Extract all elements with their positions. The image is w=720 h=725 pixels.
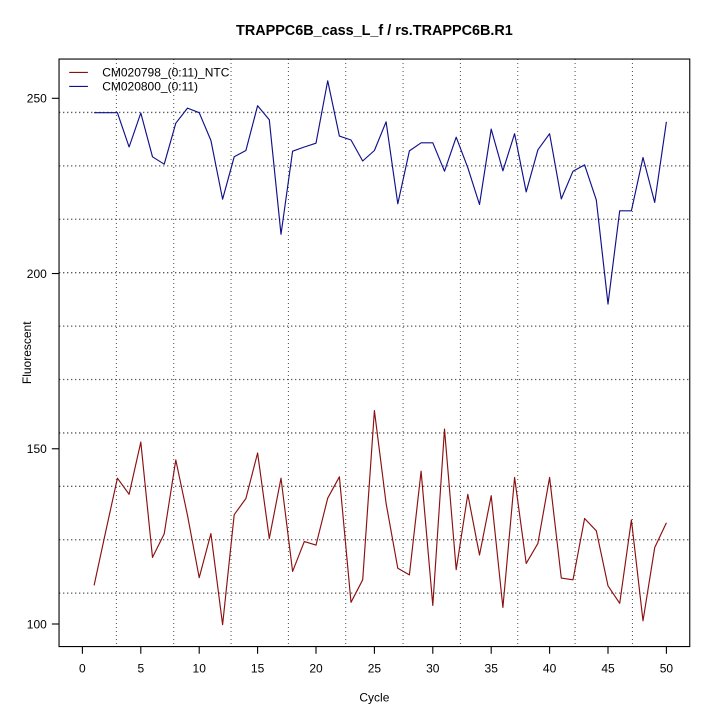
svg-text:10: 10 xyxy=(193,661,207,675)
svg-text:TRAPPC6B_cass_L_f / rs.TRAPPC6: TRAPPC6B_cass_L_f / rs.TRAPPC6B.R1 xyxy=(236,23,513,39)
svg-text:5: 5 xyxy=(137,661,144,675)
svg-text:15: 15 xyxy=(251,661,265,675)
svg-text:CM020798_(0:11)_NTC: CM020798_(0:11)_NTC xyxy=(102,66,230,80)
svg-text:45: 45 xyxy=(601,661,615,675)
svg-text:0: 0 xyxy=(79,661,86,675)
svg-text:25: 25 xyxy=(368,661,382,675)
svg-text:20: 20 xyxy=(309,661,323,675)
svg-text:CM020800_(0:11): CM020800_(0:11) xyxy=(102,80,198,94)
svg-text:50: 50 xyxy=(660,661,674,675)
svg-text:150: 150 xyxy=(27,442,47,456)
svg-text:30: 30 xyxy=(426,661,440,675)
svg-text:Fluorescent: Fluorescent xyxy=(20,321,34,384)
svg-text:35: 35 xyxy=(485,661,499,675)
svg-text:250: 250 xyxy=(27,92,47,106)
svg-text:Cycle: Cycle xyxy=(359,690,389,704)
svg-text:200: 200 xyxy=(27,267,47,281)
svg-text:100: 100 xyxy=(27,617,47,631)
svg-text:40: 40 xyxy=(543,661,557,675)
